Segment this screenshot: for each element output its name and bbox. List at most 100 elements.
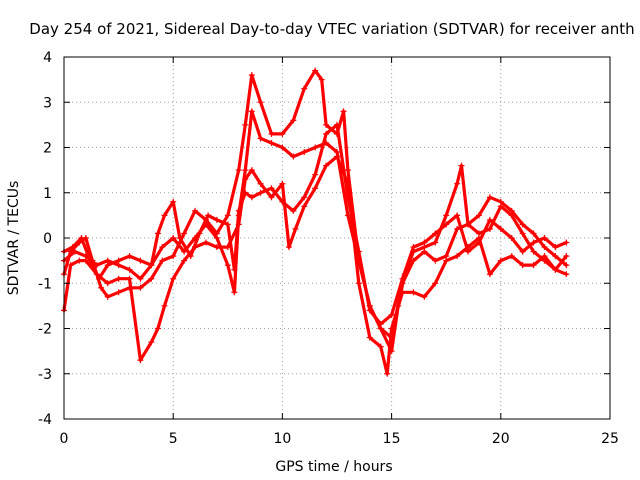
data-point-marker	[486, 271, 493, 278]
data-point-marker	[202, 239, 209, 246]
data-point-marker	[115, 275, 122, 282]
data-point-marker	[486, 194, 493, 201]
data-point-marker	[312, 144, 319, 151]
data-point-marker	[486, 225, 493, 232]
data-point-marker	[475, 212, 482, 219]
data-point-marker	[443, 221, 450, 228]
data-point-marker	[355, 248, 362, 255]
data-point-marker	[290, 117, 297, 124]
data-point-marker	[552, 244, 559, 251]
data-point-marker	[432, 280, 439, 287]
data-point-marker	[530, 248, 537, 255]
data-point-marker	[159, 244, 166, 251]
data-point-marker	[432, 239, 439, 246]
data-point-marker	[213, 216, 220, 223]
series-layer	[61, 67, 570, 377]
data-point-marker	[161, 212, 168, 219]
data-point-marker	[115, 289, 122, 296]
data-point-marker	[181, 230, 188, 237]
data-point-marker	[508, 212, 515, 219]
data-point-marker	[235, 207, 242, 214]
data-point-marker	[268, 194, 275, 201]
data-point-marker	[384, 370, 391, 377]
y-tick-label: -1	[38, 276, 52, 292]
data-point-marker	[497, 203, 504, 210]
data-point-marker	[377, 343, 384, 350]
data-point-marker	[224, 212, 231, 219]
x-tick-label: 25	[601, 431, 619, 447]
data-point-marker	[126, 253, 133, 260]
data-point-marker	[170, 275, 177, 282]
axis-ticks: 0 5 10 15 20 25 -4 -3 -2 -1 0 1 2 3 4	[38, 50, 619, 447]
y-tick-label: -4	[38, 412, 52, 428]
data-point-marker	[87, 257, 94, 264]
series-track-3	[62, 155, 568, 376]
data-point-marker	[344, 194, 351, 201]
data-point-marker	[248, 108, 255, 115]
data-point-marker	[519, 248, 526, 255]
data-point-marker	[530, 239, 537, 246]
data-point-marker	[366, 334, 373, 341]
data-point-marker	[137, 284, 144, 291]
data-point-marker	[154, 325, 161, 332]
data-point-marker	[552, 266, 559, 273]
data-point-marker	[301, 194, 308, 201]
data-point-marker	[497, 257, 504, 264]
y-tick-label: 0	[43, 231, 52, 247]
data-point-marker	[242, 121, 249, 128]
data-point-marker	[301, 203, 308, 210]
data-point-marker	[69, 244, 76, 251]
data-point-marker	[443, 212, 450, 219]
data-point-marker	[268, 130, 275, 137]
data-point-marker	[454, 225, 461, 232]
data-point-marker	[242, 176, 249, 183]
data-point-marker	[312, 185, 319, 192]
data-point-marker	[242, 189, 249, 196]
data-point-marker	[126, 275, 133, 282]
series-track-4	[62, 123, 568, 326]
data-point-marker	[279, 144, 286, 151]
data-point-marker	[454, 212, 461, 219]
data-point-marker	[235, 167, 242, 174]
data-point-marker	[257, 180, 264, 187]
data-point-marker	[170, 198, 177, 205]
data-point-marker	[421, 239, 428, 246]
data-point-marker	[104, 293, 111, 300]
data-point-marker	[497, 225, 504, 232]
data-point-marker	[530, 262, 537, 269]
x-tick-label: 10	[273, 431, 291, 447]
data-point-marker	[323, 121, 330, 128]
data-point-marker	[279, 198, 286, 205]
data-point-marker	[170, 235, 177, 241]
data-point-marker	[458, 162, 465, 169]
data-point-marker	[154, 230, 161, 237]
data-point-marker	[486, 216, 493, 223]
data-point-marker	[334, 121, 340, 128]
data-point-marker	[344, 167, 351, 174]
data-point-marker	[563, 239, 570, 246]
data-point-marker	[508, 235, 515, 241]
data-point-marker	[257, 189, 264, 196]
y-tick-label: -2	[38, 322, 52, 338]
data-point-marker	[268, 139, 275, 146]
data-point-marker	[279, 130, 286, 137]
data-point-marker	[519, 230, 526, 237]
data-point-marker	[519, 221, 526, 228]
data-point-marker	[465, 248, 472, 255]
data-point-marker	[454, 180, 461, 187]
data-point-marker	[213, 230, 220, 237]
data-point-marker	[443, 257, 450, 264]
data-point-marker	[192, 207, 199, 214]
data-point-marker	[78, 235, 85, 241]
data-point-marker	[301, 149, 308, 156]
y-tick-label: 2	[43, 141, 52, 157]
data-point-marker	[318, 76, 325, 83]
data-point-marker	[161, 302, 168, 309]
y-tick-label: -3	[38, 367, 52, 383]
data-point-marker	[563, 262, 570, 269]
data-point-marker	[76, 257, 83, 264]
data-point-marker	[399, 289, 406, 296]
data-point-marker	[312, 171, 319, 178]
data-point-marker	[563, 253, 570, 260]
y-axis-label: SDTVAR / TECUs	[6, 181, 22, 296]
